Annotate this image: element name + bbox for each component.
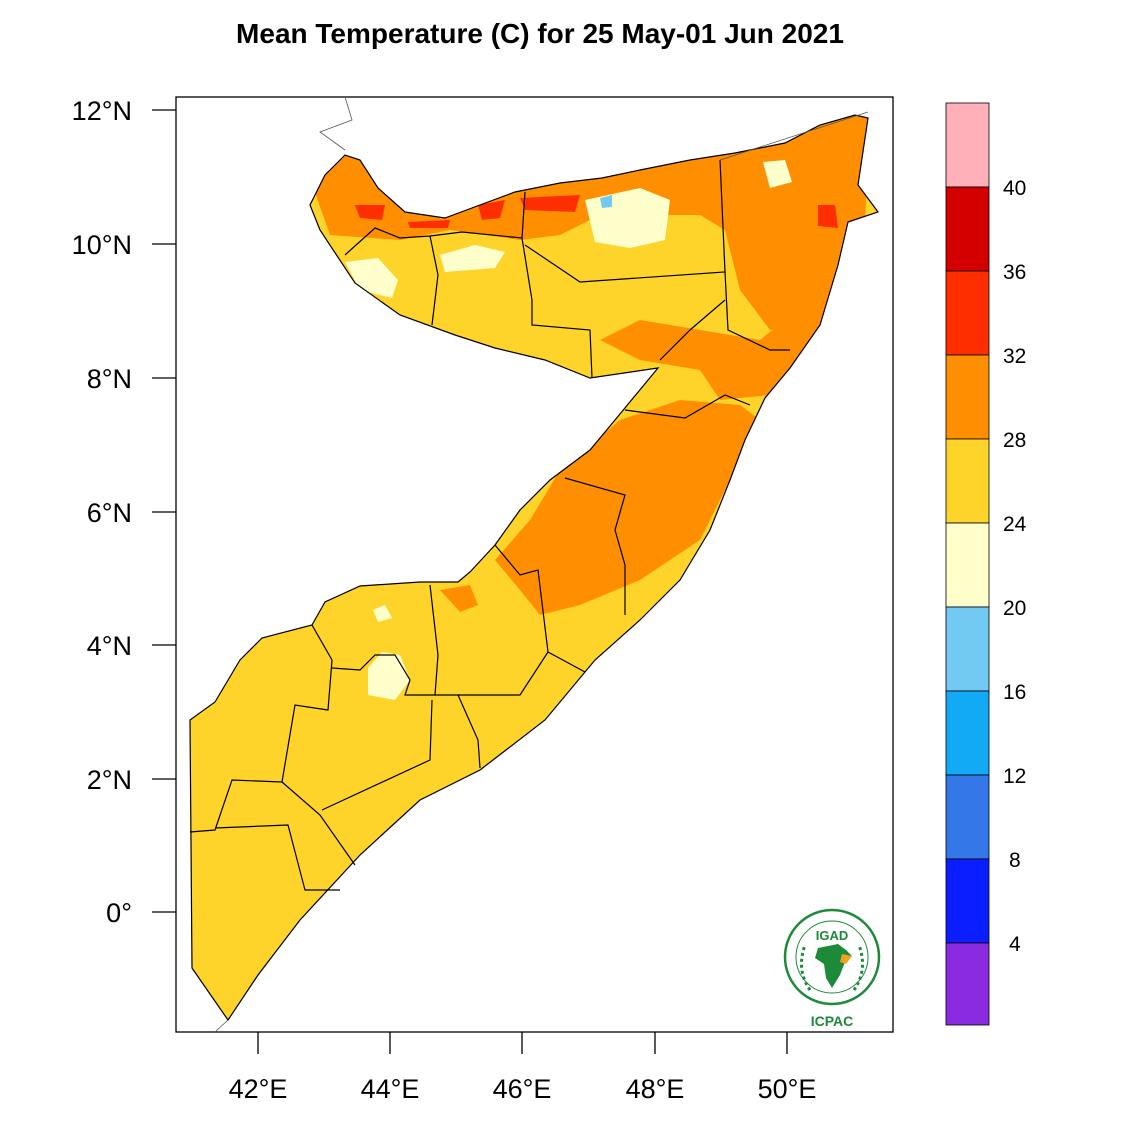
zone-28-32-central [495,400,760,615]
zone-20-24-d [763,160,792,188]
zone-32-36-d [520,195,580,212]
zone-32-36-b [408,220,450,228]
colorbar-label-24: 24 [1003,513,1027,536]
lon-label-46e: 46°E [493,1074,552,1104]
admin-boundaries [189,114,879,1022]
zone-16-20 [600,195,612,208]
logo-bottom-text: ICPAC [811,1013,854,1029]
colorbar-swatch-32-36 [945,270,990,356]
external-borders [214,96,869,1033]
colorbar-swatch-16-20 [945,606,990,692]
lon-axis [257,1032,788,1054]
zone-32-36-c [478,200,505,220]
lon-label-50e: 50°E [758,1074,817,1104]
zone-20-24-c [345,258,398,298]
map-title: Mean Temperature (C) for 25 May-01 Jun 2… [236,18,844,49]
colorbar-swatch-below-4 [945,942,990,1026]
colorbar [945,102,990,1026]
wreath-right-icon [852,944,865,991]
colorbar-label-20: 20 [1003,597,1026,620]
colorbar-label-32: 32 [1003,345,1026,368]
zone-32-36-a [355,205,385,220]
lon-label-48e: 48°E [626,1074,685,1104]
colorbar-label-4: 4 [1009,933,1021,956]
zone-28-32-east [600,115,870,400]
wreath-left-icon [799,944,812,991]
colorbar-swatch-above-40 [945,102,990,188]
colorbar-swatch-28-32 [945,354,990,440]
lat-label-8n: 8°N [87,364,132,394]
map-frame [175,96,894,1033]
colorbar-label-8: 8 [1009,849,1021,872]
zone-32-36-e [818,205,838,228]
colorbar-swatch-8-12 [945,774,990,860]
igad-icpac-logo: IGAD ICPAC [783,908,881,1029]
colorbar-swatch-24-28 [945,438,990,524]
lat-label-12n: 12°N [72,96,132,126]
zone-28-32-west [440,585,478,612]
colorbar-label-28: 28 [1003,429,1026,452]
zone-20-24-b [440,245,505,272]
lon-label-44e: 44°E [361,1074,420,1104]
logo-inner-ring [795,920,869,994]
colorbar-swatch-12-16 [945,690,990,776]
lat-axis [152,109,176,913]
lat-label-10n: 10°N [72,230,132,260]
lat-label-6n: 6°N [87,498,132,528]
colorbar-label-36: 36 [1003,261,1026,284]
logo-top-text: IGAD [816,928,849,943]
colorbar-swatch-36-40 [945,186,990,272]
colorbar-label-12: 12 [1003,765,1026,788]
horn-highlight-icon [840,954,852,964]
lat-label-4n: 4°N [87,631,132,661]
lat-label-0: 0° [106,898,132,928]
colorbar-label-16: 16 [1003,681,1026,704]
zone-20-24-e [368,652,410,700]
colorbar-swatch-4-8 [945,858,990,944]
colorbar-swatch-20-24 [945,522,990,608]
zone-20-24-f [373,605,392,622]
lon-label-42e: 42°E [229,1074,288,1104]
lat-label-2n: 2°N [87,765,132,795]
colorbar-label-40: 40 [1003,177,1026,200]
temperature-field [190,115,878,1020]
